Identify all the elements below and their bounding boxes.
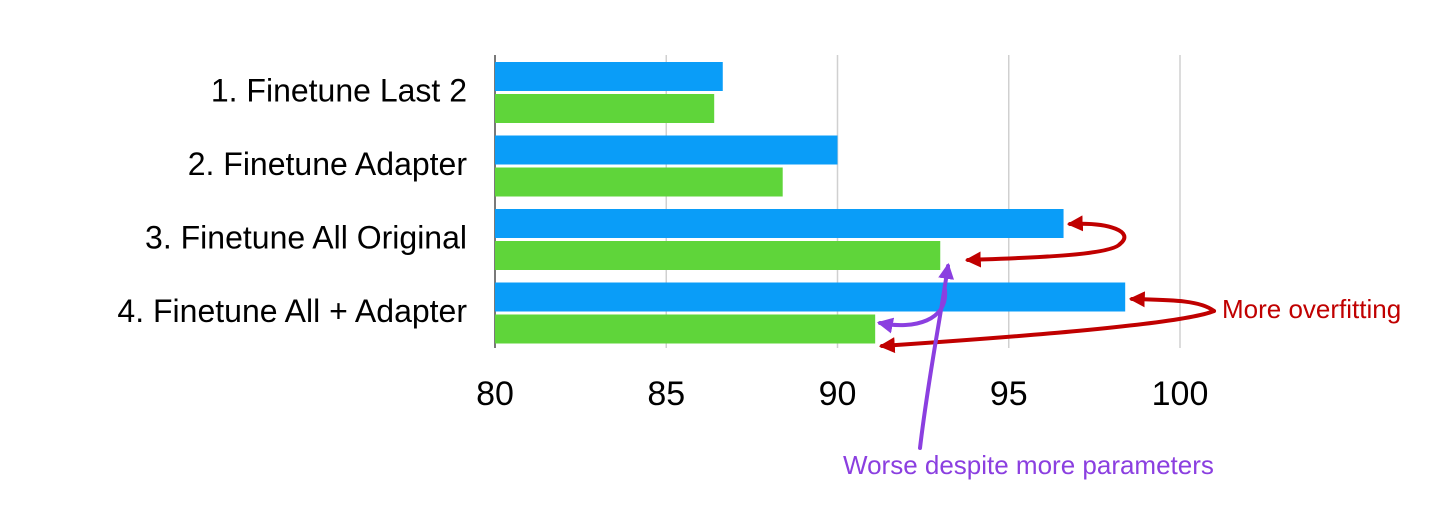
x-tick-label: 85 xyxy=(647,375,685,413)
annotation: Worse despite more parameters xyxy=(843,450,1214,480)
bar xyxy=(495,94,715,123)
x-tick-label: 100 xyxy=(1152,375,1209,413)
bar xyxy=(495,167,783,197)
y-tick-label: 2. Finetune Adapter xyxy=(188,146,468,182)
annotation-arrows xyxy=(876,215,1216,450)
bar xyxy=(495,314,876,344)
arrow xyxy=(1128,291,1216,313)
annotation: More overfitting xyxy=(1222,294,1401,324)
x-tick-label: 80 xyxy=(476,375,514,413)
arrow xyxy=(878,309,1216,354)
y-tick-label: 1. Finetune Last 2 xyxy=(211,72,467,108)
arrow xyxy=(876,288,948,334)
y-tick-label: 4. Finetune All + Adapter xyxy=(117,293,467,329)
y-tick-label: 3. Finetune All Original xyxy=(145,219,467,255)
x-tick-label: 90 xyxy=(819,375,857,413)
bar xyxy=(495,241,941,270)
arrow xyxy=(1066,215,1127,246)
x-tick-label: 95 xyxy=(990,375,1028,413)
plot-area: 80 85 90 95 100 1. Finetune Last 2 2. Finetune… xyxy=(117,55,1208,413)
arrow xyxy=(964,242,1122,268)
bar xyxy=(495,282,1126,312)
arrow xyxy=(918,262,955,450)
bar xyxy=(495,62,723,91)
bar xyxy=(495,209,1064,238)
bar xyxy=(495,135,838,165)
